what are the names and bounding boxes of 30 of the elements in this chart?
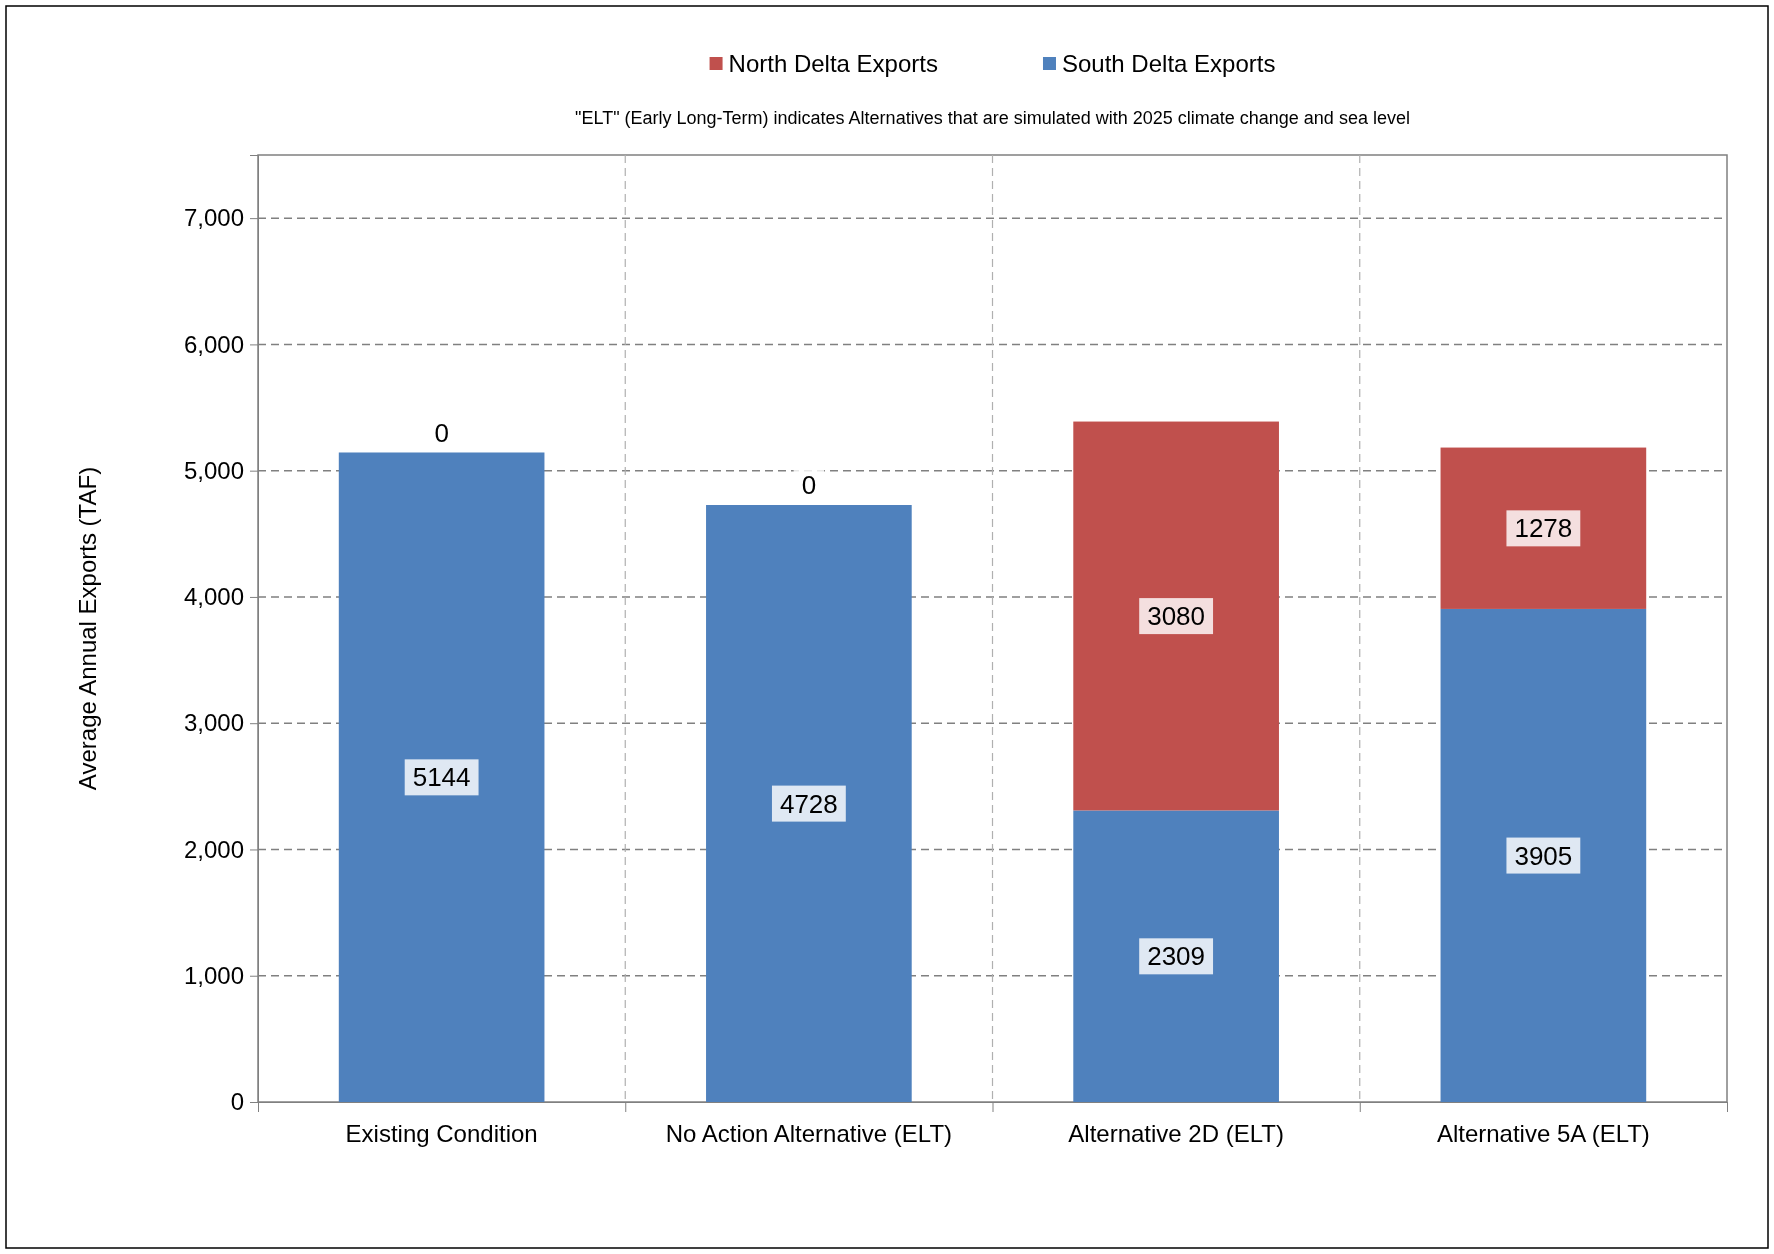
- y-tick-label: 4,000: [183, 583, 244, 611]
- x-tick-label: No Action Alternative (ELT): [665, 1120, 953, 1147]
- y-tick-label: 6,000: [183, 330, 244, 358]
- x-tick-label: Existing Condition: [345, 1120, 538, 1147]
- y-tick-label: 0: [230, 1088, 244, 1116]
- bar: [1073, 810, 1279, 1102]
- y-tick-label: 7,000: [183, 204, 244, 232]
- bar: [338, 452, 545, 1102]
- data-label: 0: [801, 470, 817, 501]
- data-label: 1278: [1514, 513, 1573, 544]
- legend-label: North Delta Exports: [728, 50, 938, 78]
- bar: [706, 505, 912, 1102]
- data-label: 0: [434, 417, 449, 448]
- bar: [1440, 447, 1647, 609]
- bar: [1440, 608, 1647, 1102]
- x-tick-label: Alternative 2D (ELT): [1068, 1120, 1284, 1147]
- bar: [1073, 421, 1279, 811]
- data-label: 4728: [779, 788, 838, 819]
- y-tick-label: 5,000: [183, 456, 244, 484]
- x-tick-label: Alternative 5A (ELT): [1436, 1120, 1650, 1147]
- data-label: 5144: [412, 762, 471, 793]
- y-tick-label: 1,000: [183, 961, 244, 989]
- chart-subtitle: "ELT" (Early Long-Term) indicates Alternatives that are simulated with 2025 climate change and sea level: [575, 108, 1410, 128]
- data-label: 3080: [1147, 601, 1206, 632]
- data-label: 2309: [1147, 941, 1206, 972]
- legend-label: South Delta Exports: [1061, 50, 1276, 78]
- y-tick-label: 3,000: [183, 709, 244, 737]
- y-tick-label: 2,000: [183, 835, 244, 863]
- data-label: 3905: [1514, 840, 1573, 871]
- y-axis-title: Average Annual Exports (TAF): [74, 466, 101, 791]
